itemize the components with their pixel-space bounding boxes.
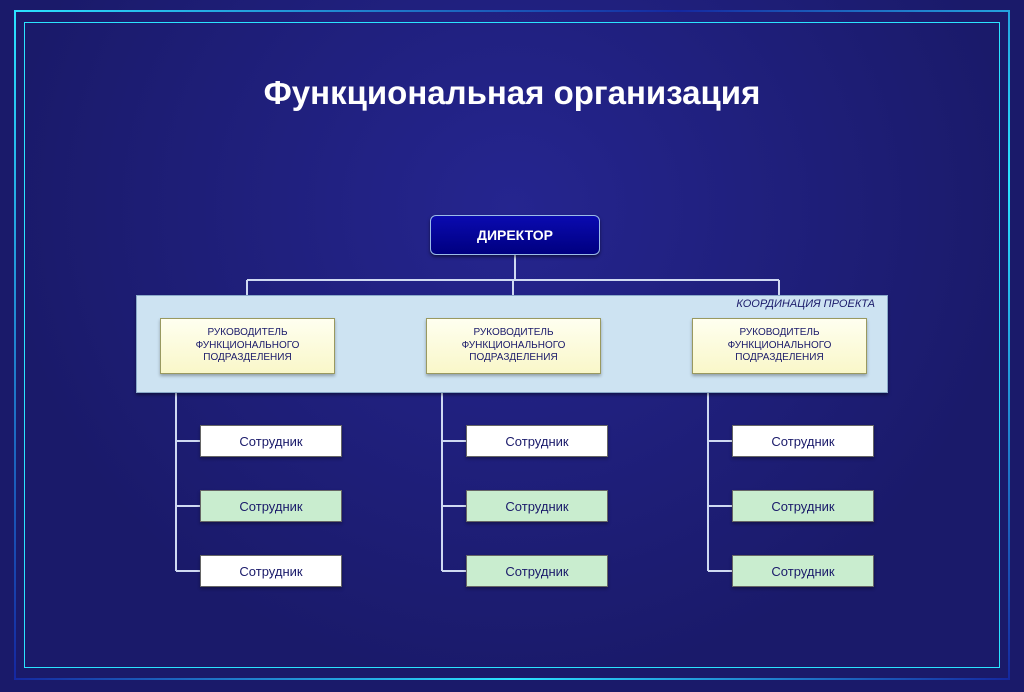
manager-label: РУКОВОДИТЕЛЬФУНКЦИОНАЛЬНОГОПОДРАЗДЕЛЕНИЯ xyxy=(196,327,300,365)
employee-node: Сотрудник xyxy=(732,555,874,587)
employee-node: Сотрудник xyxy=(732,425,874,457)
employee-label: Сотрудник xyxy=(505,499,568,514)
employee-node: Сотрудник xyxy=(200,425,342,457)
director-node: ДИРЕКТОР xyxy=(430,215,600,255)
manager-node: РУКОВОДИТЕЛЬФУНКЦИОНАЛЬНОГОПОДРАЗДЕЛЕНИЯ xyxy=(692,318,867,374)
employee-label: Сотрудник xyxy=(771,499,834,514)
manager-node: РУКОВОДИТЕЛЬФУНКЦИОНАЛЬНОГОПОДРАЗДЕЛЕНИЯ xyxy=(160,318,335,374)
employee-label: Сотрудник xyxy=(239,434,302,449)
manager-node: РУКОВОДИТЕЛЬФУНКЦИОНАЛЬНОГОПОДРАЗДЕЛЕНИЯ xyxy=(426,318,601,374)
employee-label: Сотрудник xyxy=(771,434,834,449)
employee-node: Сотрудник xyxy=(732,490,874,522)
employee-node: Сотрудник xyxy=(200,490,342,522)
manager-label: РУКОВОДИТЕЛЬФУНКЦИОНАЛЬНОГОПОДРАЗДЕЛЕНИЯ xyxy=(728,327,832,365)
employee-node: Сотрудник xyxy=(200,555,342,587)
employee-label: Сотрудник xyxy=(505,564,568,579)
director-label: ДИРЕКТОР xyxy=(477,227,553,243)
employee-label: Сотрудник xyxy=(239,499,302,514)
employee-node: Сотрудник xyxy=(466,425,608,457)
coordination-label: КООРДИНАЦИЯ ПРОЕКТА xyxy=(736,298,875,310)
employee-label: Сотрудник xyxy=(239,564,302,579)
slide-title: Функциональная организация xyxy=(0,74,1024,112)
employee-label: Сотрудник xyxy=(771,564,834,579)
manager-label: РУКОВОДИТЕЛЬФУНКЦИОНАЛЬНОГОПОДРАЗДЕЛЕНИЯ xyxy=(462,327,566,365)
employee-node: Сотрудник xyxy=(466,490,608,522)
employee-label: Сотрудник xyxy=(505,434,568,449)
employee-node: Сотрудник xyxy=(466,555,608,587)
